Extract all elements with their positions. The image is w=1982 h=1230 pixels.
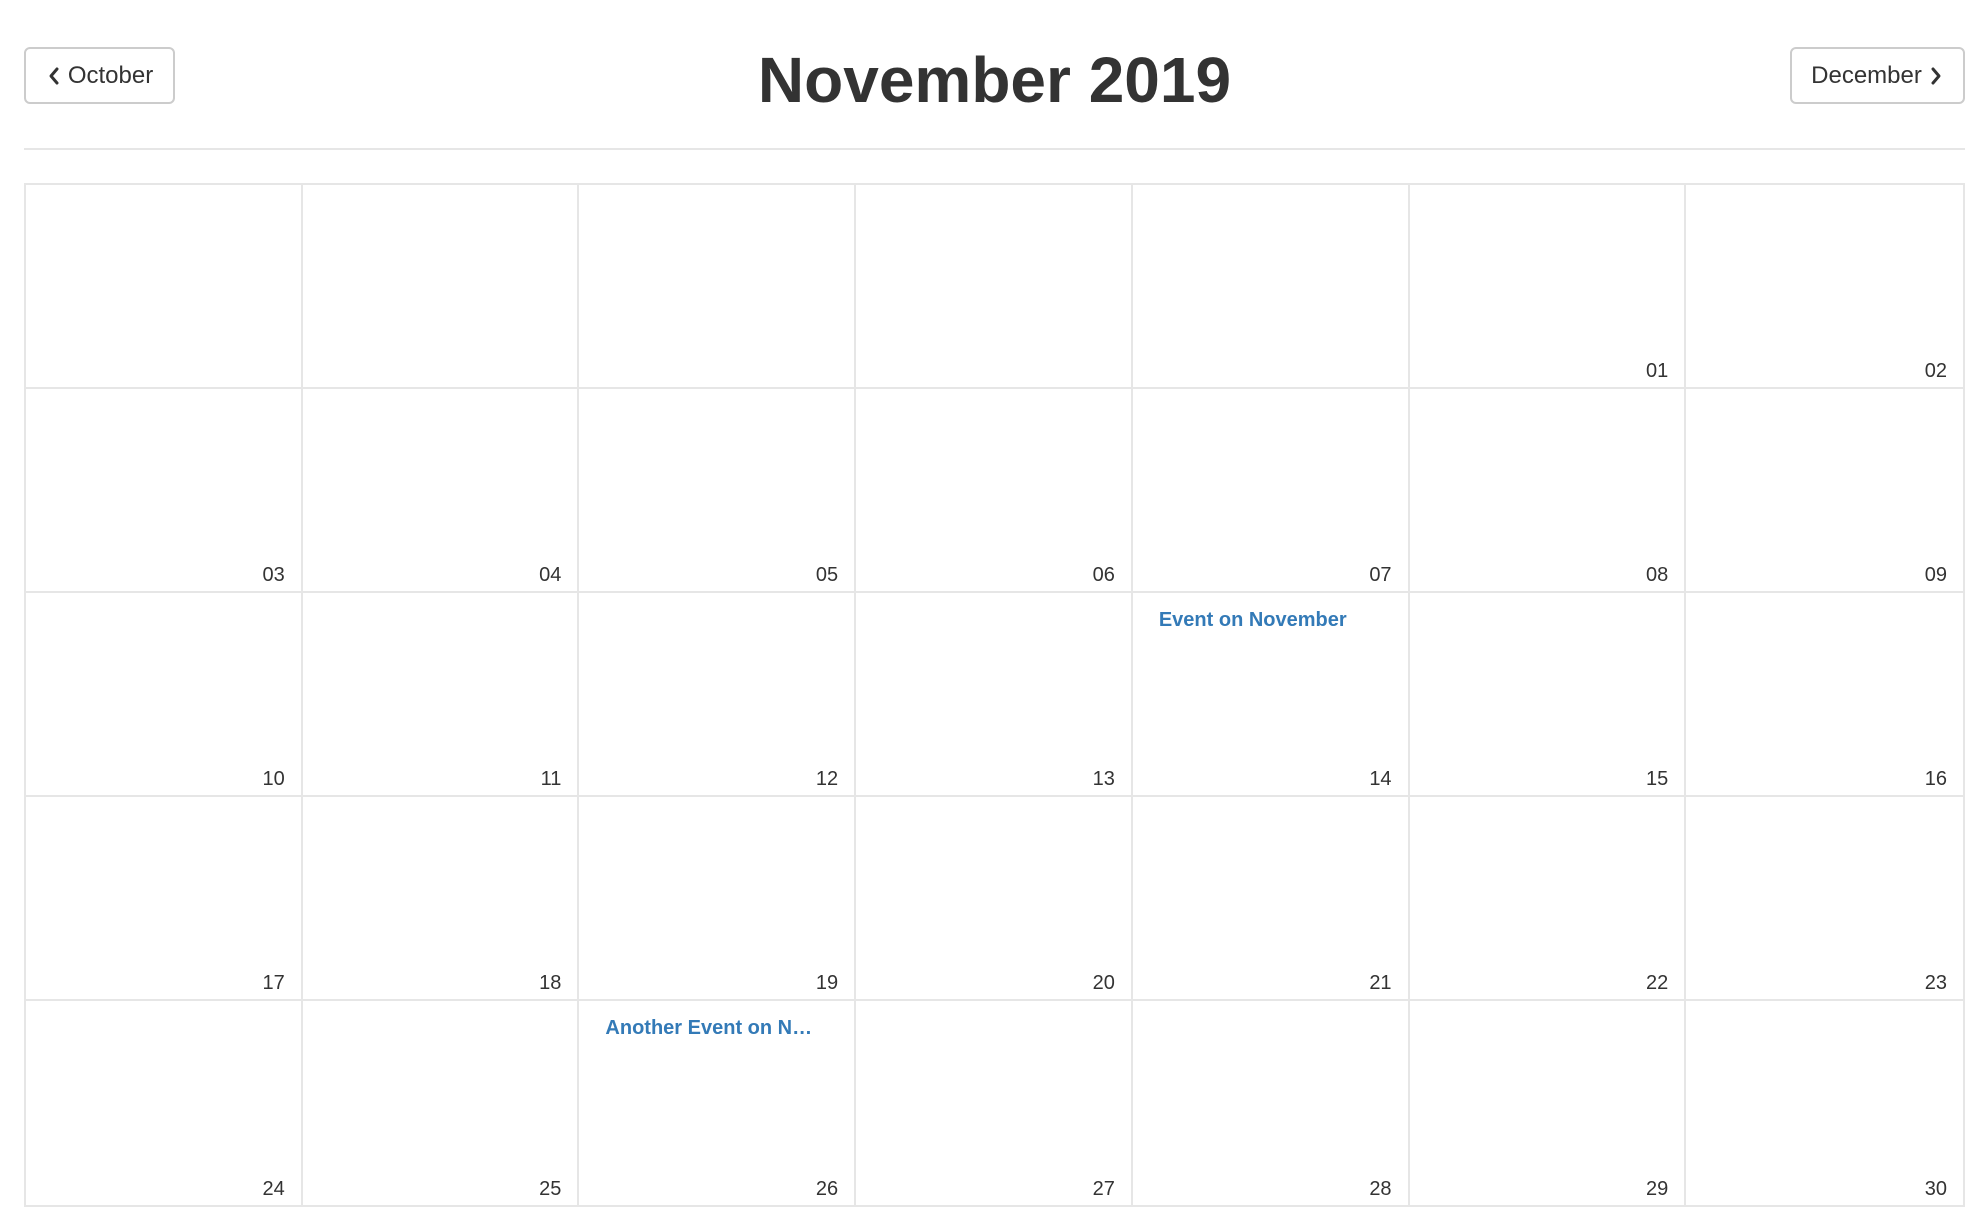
calendar-day-cell[interactable]: 09: [1686, 389, 1963, 593]
day-number: 05: [815, 564, 839, 586]
day-number: 10: [262, 768, 285, 790]
calendar-day-cell[interactable]: 13: [856, 593, 1133, 797]
calendar-day-cell[interactable]: Another Event on November 26: [579, 1001, 857, 1205]
calendar-day-cell[interactable]: [856, 185, 1133, 389]
calendar-day-cell[interactable]: 20: [856, 797, 1133, 1001]
day-number: 13: [1092, 768, 1115, 790]
day-number: 18: [539, 972, 562, 994]
day-number: 24: [262, 1178, 285, 1200]
day-number: 14: [1369, 768, 1392, 790]
calendar-day-cell[interactable]: 27: [856, 1001, 1133, 1205]
calendar-day-cell[interactable]: 15: [1409, 593, 1687, 797]
calendar-day-cell[interactable]: 10: [26, 593, 303, 797]
calendar-grid: 01 02 03 04 05 06 07 08 09 10 11 12 13 Event on Novem…: [24, 183, 1965, 1207]
day-number: 15: [1646, 768, 1669, 790]
calendar-day-cell[interactable]: 17: [26, 797, 303, 1001]
day-number: 27: [1092, 1178, 1115, 1200]
calendar-day-cell[interactable]: 08: [1409, 389, 1687, 593]
day-number: 20: [1092, 972, 1115, 994]
day-number: 30: [1924, 1178, 1947, 1200]
calendar-day-cell[interactable]: 24: [26, 1001, 303, 1205]
calendar-day-cell[interactable]: 16: [1686, 593, 1963, 797]
calendar-day-cell[interactable]: 07: [1132, 389, 1410, 593]
calendar-day-cell[interactable]: 05: [579, 389, 857, 593]
calendar-header: October November 2019 December: [24, 0, 1965, 150]
calendar-day-cell[interactable]: 30: [1686, 1001, 1963, 1205]
day-number: 26: [815, 1178, 839, 1200]
calendar-day-cell[interactable]: 04: [302, 389, 580, 593]
calendar-day-cell[interactable]: 25: [303, 1001, 580, 1205]
day-number: 01: [1646, 360, 1669, 382]
day-number: 25: [539, 1178, 562, 1200]
chevron-left-icon: [46, 65, 62, 87]
calendar-day-cell[interactable]: 18: [302, 797, 580, 1001]
calendar-day-cell[interactable]: [26, 185, 303, 389]
day-number: 02: [1924, 360, 1947, 382]
day-number: 29: [1646, 1178, 1669, 1200]
next-month-label: December: [1811, 61, 1922, 89]
calendar-day-cell[interactable]: [1132, 185, 1410, 389]
day-number: 07: [1369, 564, 1392, 586]
day-number: 06: [1092, 564, 1115, 586]
calendar-day-cell[interactable]: 03: [26, 389, 303, 593]
day-number: 11: [540, 768, 562, 790]
calendar-day-cell[interactable]: 11: [302, 593, 580, 797]
calendar-day-cell[interactable]: 22: [1409, 797, 1687, 1001]
calendar-day-cell[interactable]: 01: [1409, 185, 1687, 389]
calendar-day-cell[interactable]: 29: [1410, 1001, 1687, 1205]
day-number: 28: [1369, 1178, 1392, 1200]
day-number: 21: [1369, 972, 1392, 994]
calendar-day-cell[interactable]: [302, 185, 580, 389]
prev-month-button[interactable]: October: [24, 47, 175, 104]
calendar-day-cell[interactable]: 21: [1132, 797, 1410, 1001]
day-number: 19: [815, 972, 839, 994]
day-number: 12: [815, 768, 839, 790]
chevron-right-icon: [1928, 65, 1944, 87]
calendar-day-cell[interactable]: Event on November 14: [1132, 593, 1410, 797]
calendar-day-cell[interactable]: 23: [1686, 797, 1963, 1001]
calendar-day-cell[interactable]: 12: [579, 593, 857, 797]
calendar-day-cell[interactable]: 28: [1133, 1001, 1410, 1205]
day-number: 04: [539, 564, 562, 586]
calendar-day-cell[interactable]: 02: [1686, 185, 1963, 389]
calendar-day-cell[interactable]: 19: [579, 797, 857, 1001]
day-number: 17: [262, 972, 285, 994]
day-number: 23: [1924, 972, 1947, 994]
day-number: 16: [1924, 768, 1947, 790]
day-number: 03: [262, 564, 285, 586]
calendar-event-link[interactable]: Event on November: [1158, 609, 1347, 631]
day-number: 08: [1646, 564, 1669, 586]
calendar-day-cell[interactable]: [579, 185, 857, 389]
next-month-button[interactable]: December: [1790, 47, 1965, 104]
prev-month-label: October: [67, 61, 154, 89]
day-number: 22: [1646, 972, 1669, 994]
calendar-day-cell[interactable]: 06: [856, 389, 1133, 593]
day-number: 09: [1924, 564, 1947, 586]
page-title: November 2019: [757, 44, 1232, 116]
calendar-event-link[interactable]: Another Event on November: [605, 1017, 824, 1039]
